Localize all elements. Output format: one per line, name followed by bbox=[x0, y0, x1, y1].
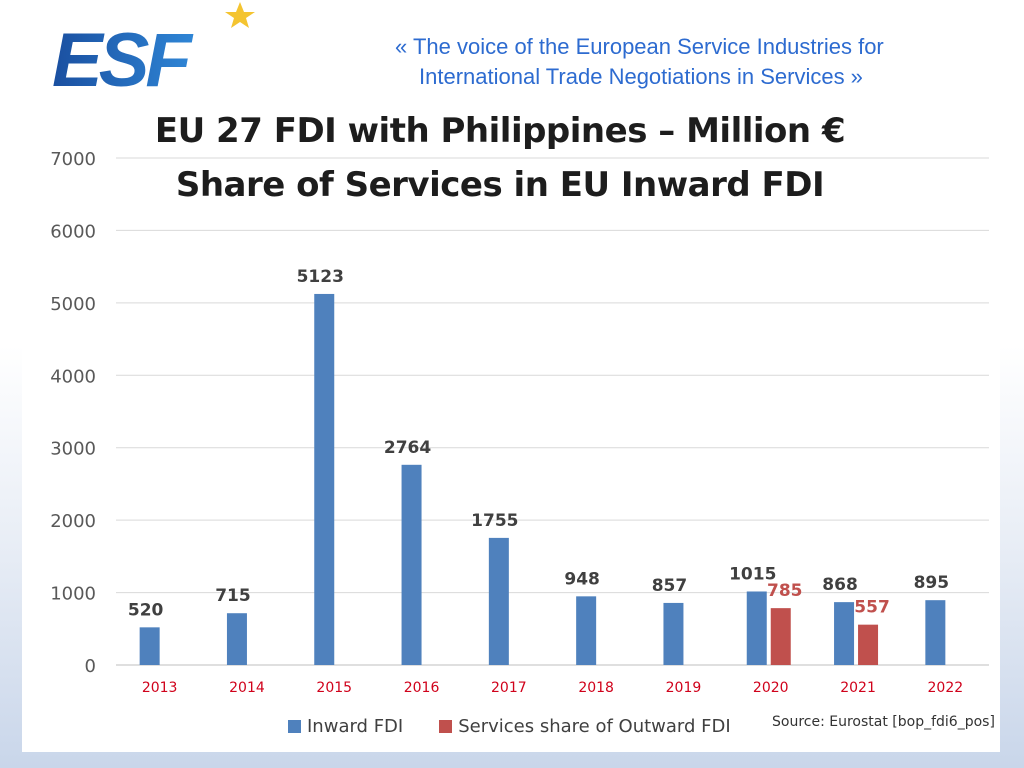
x-tick-label: 2016 bbox=[404, 680, 440, 696]
star-icon bbox=[225, 2, 255, 28]
data-label-inward: 2764 bbox=[384, 438, 431, 458]
data-label-inward: 715 bbox=[215, 586, 251, 606]
x-tick-label: 2020 bbox=[753, 680, 789, 696]
x-tick-label: 2015 bbox=[316, 680, 352, 696]
legend-item-inward: Inward FDI bbox=[288, 716, 403, 737]
tagline: « The voice of the European Service Indu… bbox=[395, 32, 995, 92]
x-tick-label: 2017 bbox=[491, 680, 527, 696]
bar-inward-fdi bbox=[746, 591, 767, 665]
y-tick-label: 0 bbox=[85, 656, 96, 677]
legend-label-services: Services share of Outward FDI bbox=[458, 716, 731, 737]
data-label-inward: 857 bbox=[652, 576, 688, 596]
chart-subtitle: Share of Services in EU Inward FDI bbox=[175, 165, 825, 205]
x-tick-label: 2014 bbox=[229, 680, 265, 696]
data-label-inward: 868 bbox=[822, 575, 858, 595]
x-tick-label: 2021 bbox=[840, 680, 876, 696]
bar-services-share bbox=[770, 608, 791, 665]
chart-legend: Inward FDI Services share of Outward FDI bbox=[288, 716, 731, 737]
y-tick-label: 6000 bbox=[50, 221, 96, 242]
data-label-services: 557 bbox=[854, 598, 890, 618]
tagline-line-2: International Trade Negotiations in Serv… bbox=[419, 64, 863, 89]
data-label-services: 785 bbox=[767, 581, 803, 601]
chart-title-line-1: EU 27 FDI with Philippines – Million € bbox=[154, 111, 846, 151]
data-label-inward: 1015 bbox=[729, 564, 776, 584]
x-tick-label: 2019 bbox=[666, 680, 702, 696]
logo-text: ESF bbox=[52, 18, 194, 92]
x-tick-label: 2018 bbox=[578, 680, 614, 696]
esf-logo: ESF bbox=[52, 2, 255, 92]
tagline-line-1: « The voice of the European Service Indu… bbox=[395, 34, 884, 59]
chart-title: EU 27 FDI with Philippines – Million € S… bbox=[100, 104, 900, 212]
y-tick-label: 7000 bbox=[50, 149, 96, 170]
data-label-inward: 1755 bbox=[471, 511, 518, 531]
bar-services-share bbox=[858, 624, 879, 665]
bar-inward-fdi bbox=[576, 596, 597, 665]
y-tick-label: 2000 bbox=[50, 511, 96, 532]
data-label-inward: 520 bbox=[128, 600, 164, 620]
legend-swatch-services bbox=[439, 720, 453, 733]
data-label-inward: 948 bbox=[564, 569, 600, 589]
x-tick-label: 2022 bbox=[928, 680, 964, 696]
x-tick-label: 2013 bbox=[142, 680, 178, 696]
source-note: Source: Eurostat [bop_fdi6_pos] bbox=[772, 714, 995, 730]
y-tick-label: 5000 bbox=[50, 294, 96, 315]
y-tick-label: 3000 bbox=[50, 439, 96, 460]
data-label-inward: 895 bbox=[914, 573, 950, 593]
bar-inward-fdi bbox=[226, 613, 247, 665]
bar-inward-fdi bbox=[314, 293, 335, 665]
legend-item-services: Services share of Outward FDI bbox=[439, 716, 731, 737]
legend-label-inward: Inward FDI bbox=[307, 716, 404, 737]
bar-inward-fdi bbox=[663, 602, 684, 665]
legend-swatch-inward bbox=[288, 720, 301, 733]
y-tick-label: 4000 bbox=[50, 366, 96, 387]
y-tick-label: 1000 bbox=[50, 584, 96, 605]
bar-inward-fdi bbox=[488, 537, 509, 665]
bar-inward-fdi bbox=[139, 627, 160, 665]
bar-inward-fdi bbox=[925, 600, 946, 665]
bar-inward-fdi bbox=[834, 602, 855, 665]
bar-inward-fdi bbox=[401, 464, 422, 665]
data-label-inward: 5123 bbox=[297, 267, 344, 287]
